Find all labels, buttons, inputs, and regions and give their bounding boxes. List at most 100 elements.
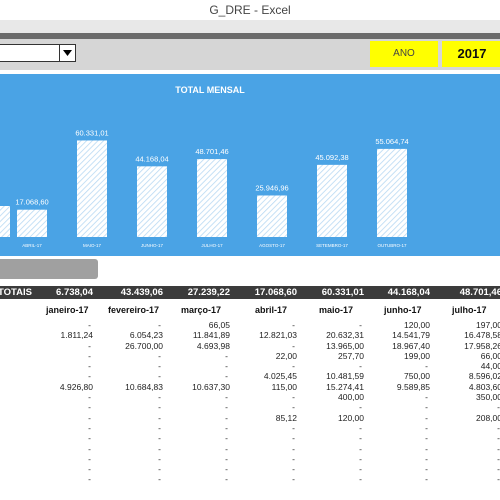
- table-cell[interactable]: -: [88, 392, 91, 403]
- table-cell[interactable]: -: [359, 433, 362, 444]
- table-cell[interactable]: -: [292, 320, 295, 330]
- table-cell[interactable]: -: [158, 361, 161, 372]
- table-cell[interactable]: 18.967,40: [392, 340, 430, 351]
- table-cell[interactable]: -: [292, 464, 295, 475]
- table-cell[interactable]: -: [359, 320, 362, 330]
- chevron-down-icon[interactable]: [59, 45, 75, 61]
- table-cell[interactable]: -: [425, 392, 428, 403]
- table-cell[interactable]: -: [359, 464, 362, 475]
- table-cell[interactable]: -: [292, 422, 295, 433]
- table-cell[interactable]: -: [497, 453, 500, 464]
- table-cell[interactable]: 350,00: [476, 392, 500, 403]
- table-cell[interactable]: 15.274,41: [326, 381, 364, 392]
- table-cell[interactable]: 6.054,23: [129, 330, 163, 341]
- table-cell[interactable]: -: [292, 453, 295, 464]
- table-cell[interactable]: -: [158, 443, 161, 454]
- table-cell[interactable]: -: [292, 392, 295, 403]
- table-cell[interactable]: 13.965,00: [326, 340, 364, 351]
- table-cell[interactable]: -: [359, 422, 362, 433]
- table-cell[interactable]: -: [225, 392, 228, 403]
- table-cell[interactable]: -: [292, 402, 295, 413]
- table-cell[interactable]: -: [425, 433, 428, 444]
- table-cell[interactable]: -: [88, 453, 91, 464]
- table-cell[interactable]: -: [292, 443, 295, 454]
- table-cell[interactable]: 4.025,45: [263, 371, 297, 382]
- table-cell[interactable]: -: [88, 443, 91, 454]
- table-cell[interactable]: 26.700,00: [125, 340, 163, 351]
- table-cell[interactable]: 20.632,31: [326, 330, 364, 341]
- table-cell[interactable]: 120,00: [404, 320, 430, 330]
- table-cell[interactable]: -: [158, 320, 161, 330]
- table-cell[interactable]: -: [497, 443, 500, 454]
- table-cell[interactable]: -: [158, 392, 161, 403]
- table-cell[interactable]: -: [225, 453, 228, 464]
- table-cell[interactable]: 4.803,60: [468, 381, 500, 392]
- table-cell[interactable]: -: [88, 402, 91, 413]
- table-cell[interactable]: -: [425, 412, 428, 423]
- table-cell[interactable]: 4.693,98: [196, 340, 230, 351]
- table-cell[interactable]: 66,05: [208, 320, 230, 330]
- filter-dropdown[interactable]: [0, 44, 76, 62]
- table-cell[interactable]: -: [88, 361, 91, 372]
- table-cell[interactable]: -: [292, 340, 295, 351]
- table-cell[interactable]: 66,00: [480, 350, 500, 361]
- table-cell[interactable]: -: [225, 474, 228, 485]
- table-cell[interactable]: -: [292, 474, 295, 485]
- table-cell[interactable]: -: [88, 433, 91, 444]
- table-cell[interactable]: -: [88, 422, 91, 433]
- table-cell[interactable]: 400,00: [338, 392, 364, 403]
- table-cell[interactable]: -: [359, 453, 362, 464]
- table-cell[interactable]: 208,00: [476, 412, 500, 423]
- table-cell[interactable]: 9.589,85: [396, 381, 430, 392]
- table-cell[interactable]: -: [225, 464, 228, 475]
- table-cell[interactable]: 10.684,83: [125, 381, 163, 392]
- table-cell[interactable]: -: [425, 402, 428, 413]
- table-cell[interactable]: -: [497, 422, 500, 433]
- table-cell[interactable]: -: [425, 464, 428, 475]
- table-cell[interactable]: 17.958,26: [464, 340, 500, 351]
- table-cell[interactable]: -: [88, 474, 91, 485]
- table-cell[interactable]: -: [158, 453, 161, 464]
- table-cell[interactable]: 16.478,58: [464, 330, 500, 341]
- table-cell[interactable]: 44,00: [480, 361, 500, 372]
- table-cell[interactable]: -: [225, 371, 228, 382]
- table-cell[interactable]: -: [292, 361, 295, 372]
- table-cell[interactable]: -: [292, 433, 295, 444]
- table-cell[interactable]: -: [225, 350, 228, 361]
- table-cell[interactable]: -: [425, 422, 428, 433]
- table-cell[interactable]: -: [425, 361, 428, 372]
- table-cell[interactable]: -: [225, 402, 228, 413]
- table-cell[interactable]: 120,00: [338, 412, 364, 423]
- table-cell[interactable]: -: [359, 361, 362, 372]
- table-cell[interactable]: 22,00: [275, 350, 297, 361]
- table-cell[interactable]: -: [88, 464, 91, 475]
- table-cell[interactable]: 8.596,02: [468, 371, 500, 382]
- table-cell[interactable]: 14.541,79: [392, 330, 430, 341]
- table-cell[interactable]: -: [158, 474, 161, 485]
- table-cell[interactable]: -: [88, 350, 91, 361]
- table-cell[interactable]: 257,70: [338, 350, 364, 361]
- table-cell[interactable]: -: [158, 350, 161, 361]
- table-cell[interactable]: 10.481,59: [326, 371, 364, 382]
- table-cell[interactable]: 750,00: [404, 371, 430, 382]
- table-cell[interactable]: -: [88, 412, 91, 423]
- table-cell[interactable]: -: [359, 402, 362, 413]
- table-cell[interactable]: -: [88, 320, 91, 330]
- table-cell[interactable]: -: [158, 371, 161, 382]
- table-cell[interactable]: 1.811,24: [60, 330, 93, 341]
- table-cell[interactable]: -: [425, 443, 428, 454]
- table-cell[interactable]: -: [425, 453, 428, 464]
- table-cell[interactable]: -: [497, 433, 500, 444]
- table-cell[interactable]: -: [88, 371, 91, 382]
- table-cell[interactable]: -: [225, 412, 228, 423]
- year-value[interactable]: 2017: [442, 41, 500, 67]
- table-cell[interactable]: -: [158, 433, 161, 444]
- table-cell[interactable]: 197,00: [476, 320, 500, 330]
- table-cell[interactable]: -: [158, 412, 161, 423]
- table-cell[interactable]: 10.637,30: [192, 381, 230, 392]
- table-cell[interactable]: -: [88, 340, 91, 351]
- table-cell[interactable]: -: [158, 402, 161, 413]
- table-cell[interactable]: 85,12: [275, 412, 297, 423]
- table-cell[interactable]: -: [359, 474, 362, 485]
- table-cell[interactable]: -: [497, 402, 500, 413]
